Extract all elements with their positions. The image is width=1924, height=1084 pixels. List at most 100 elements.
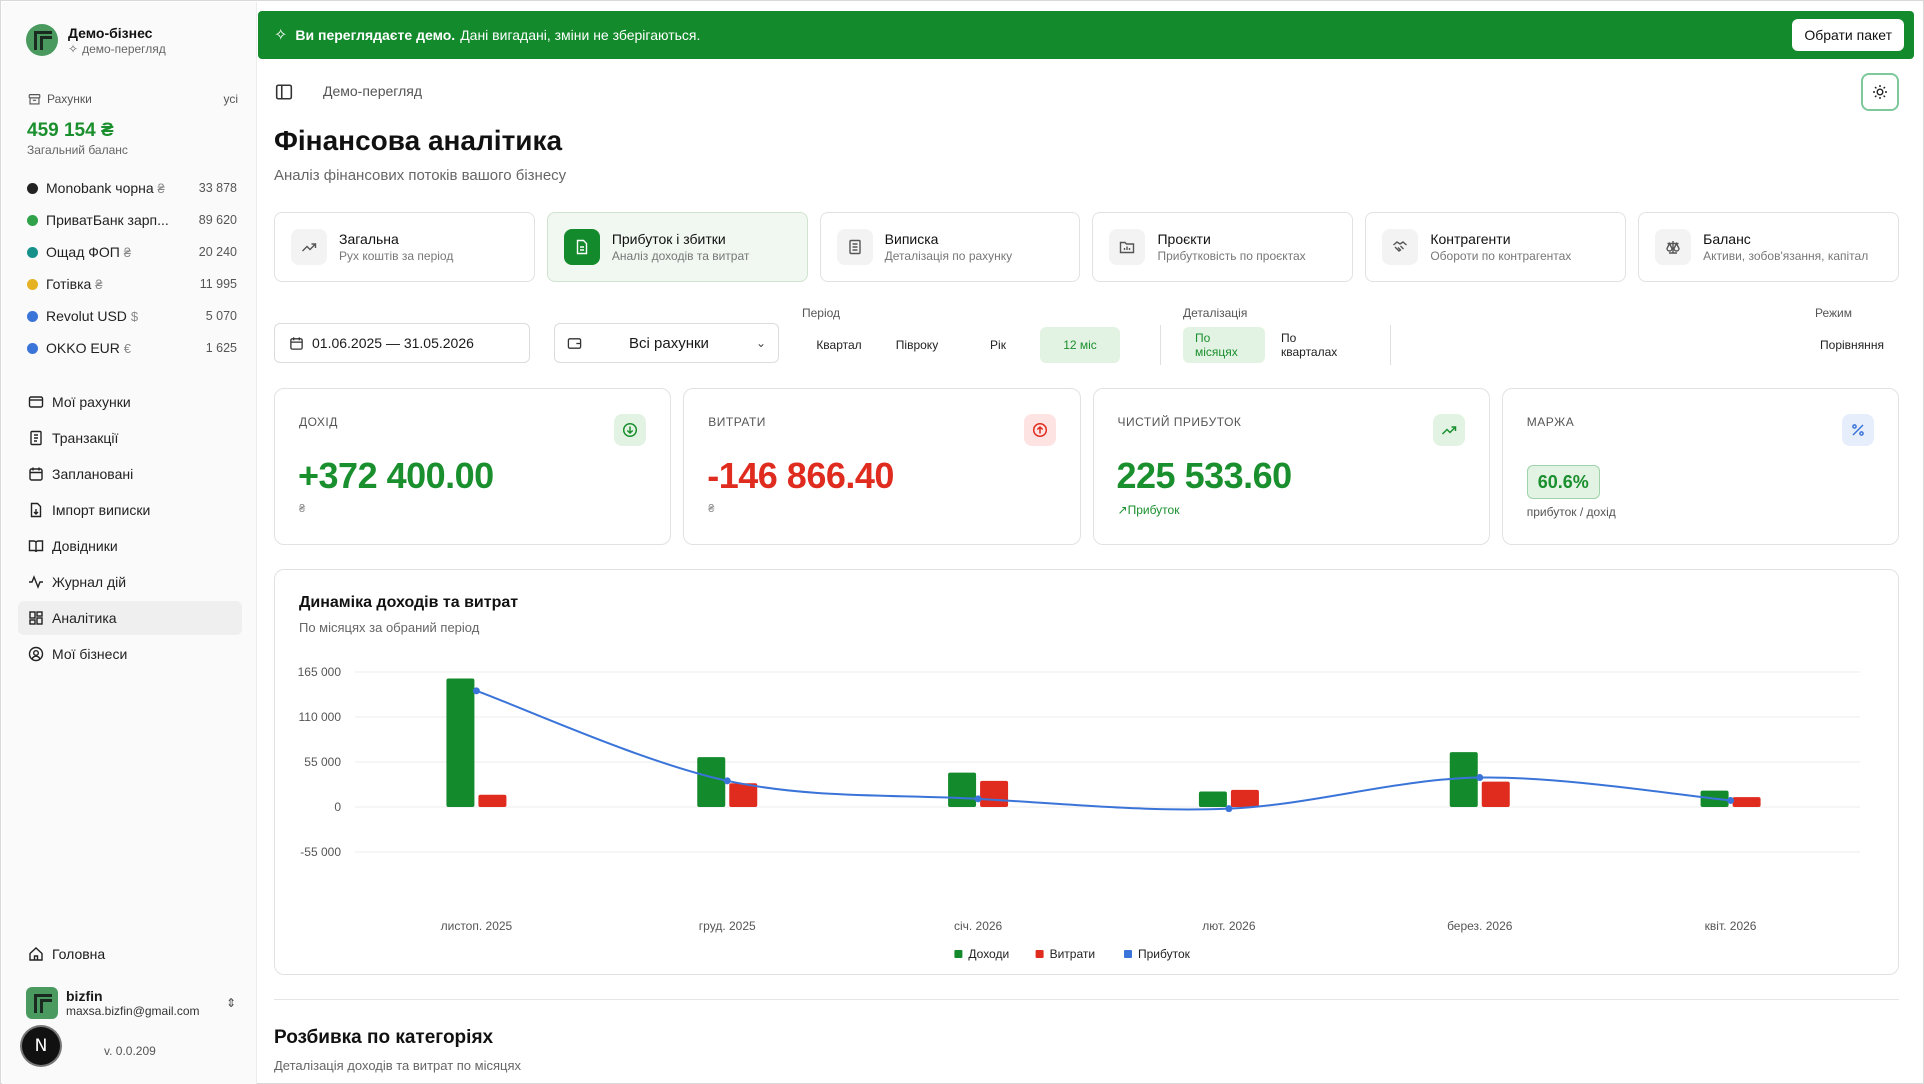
bar-Витрати xyxy=(1230,789,1259,807)
x-tick-label: квіт. 2026 xyxy=(1705,919,1757,933)
legend-swatch xyxy=(954,950,963,958)
business-switcher[interactable]: Демо-бізнес ✧ демо-перегляд xyxy=(26,24,166,56)
sparkle-icon: ✧ xyxy=(68,41,79,56)
dashboard-icon xyxy=(29,611,43,625)
user-menu[interactable]: bizfin maxsa.bizfin@gmail.com ⇕ xyxy=(26,987,236,1019)
account-dot xyxy=(27,310,38,322)
period-option-half-year[interactable]: Півроку xyxy=(895,338,939,352)
accounts-select-value: Всі рахунки xyxy=(629,334,709,352)
y-tick-label: 0 xyxy=(334,800,341,814)
bar-Доходи xyxy=(948,772,977,807)
list-icon xyxy=(836,229,873,265)
mode-label: Режим xyxy=(1815,306,1852,320)
account-item[interactable]: Monobank чорна ₴ 33 878 xyxy=(27,172,237,204)
business-logo xyxy=(26,24,58,56)
account-item[interactable]: Revolut USD $5 070 xyxy=(27,300,237,332)
accounts-header: Рахунки усі xyxy=(28,92,238,106)
section-divider xyxy=(274,999,1899,1000)
date-range-picker[interactable]: 01.06.2025 — 31.05.2026 xyxy=(274,323,530,363)
point-Прибуток xyxy=(1225,805,1233,813)
detail-option-quarterly[interactable]: По кварталах xyxy=(1281,331,1338,359)
nav-item-my-businesses[interactable]: Мої бізнеси xyxy=(18,637,242,671)
breakdown-subtitle: Деталізація доходів та витрат по місяцях xyxy=(274,1058,521,1073)
nav-item-home[interactable]: Головна xyxy=(28,946,105,962)
mode-segmented: Порівняння xyxy=(1808,327,1896,363)
legend-swatch xyxy=(1124,950,1132,958)
accounts-all-link[interactable]: усі xyxy=(223,92,238,106)
analytics-tabs: Загальна Рух коштів за період Прибуток і … xyxy=(274,212,1899,282)
account-item[interactable]: Готівка ₴ 11 995 xyxy=(27,268,237,300)
tab-statement[interactable]: Виписка Деталізація по рахунку xyxy=(819,212,1081,282)
mode-option-compare[interactable]: Порівняння xyxy=(1820,338,1884,352)
legend-swatch xyxy=(1035,950,1044,958)
detail-option-monthly[interactable]: По місяцях xyxy=(1183,327,1265,363)
wallet-icon xyxy=(28,396,44,408)
nav-item-import[interactable]: Імпорт виписки xyxy=(18,493,242,527)
total-balance-label: Загальний баланс xyxy=(27,143,128,157)
nav-item-scheduled[interactable]: Заплановані xyxy=(18,457,242,491)
x-tick-label: берез. 2026 xyxy=(1447,919,1513,933)
breadcrumb[interactable]: Демо-перегляд xyxy=(323,83,422,99)
nav-item-activity-log[interactable]: Журнал дій xyxy=(18,565,242,599)
account-dot xyxy=(27,182,38,194)
point-Прибуток xyxy=(1476,774,1484,782)
period-option-year[interactable]: Рік xyxy=(990,338,1006,352)
kpi-income: ДОХІД +372 400.00 ₴ xyxy=(274,388,672,545)
tab-profit-loss[interactable]: Прибуток і збитки Аналіз доходів та витра… xyxy=(546,212,808,282)
handshake-icon xyxy=(1382,229,1419,265)
accounts-select[interactable]: Всі рахунки ⌄ xyxy=(554,323,779,363)
tab-counterparties[interactable]: Контрагенти Обороти по контрагентах xyxy=(1365,212,1627,282)
x-tick-label: груд. 2025 xyxy=(699,919,756,933)
user-email: maxsa.bizfin@gmail.com xyxy=(66,1004,200,1018)
sidebar-toggle-icon[interactable] xyxy=(275,83,293,101)
point-Прибуток xyxy=(974,795,982,803)
activity-icon xyxy=(29,575,43,589)
kpi-expenses-value: -146 866.40 xyxy=(707,455,894,496)
chevron-up-down-icon: ⇕ xyxy=(225,996,236,1010)
nav-item-transactions[interactable]: Транзакції xyxy=(18,421,242,455)
calendar-icon xyxy=(290,336,303,350)
sidebar-nav: Мої рахунки Транзакції Заплановані Імпор… xyxy=(18,385,242,673)
period-option-quarter[interactable]: Квартал xyxy=(816,338,862,352)
business-name: Демо-бізнес xyxy=(68,24,153,41)
period-option-12-months[interactable]: 12 міс xyxy=(1040,327,1120,363)
demo-banner: ✧ Ви переглядаєте демо. Дані вигадані, з… xyxy=(258,11,1914,59)
book-icon xyxy=(28,540,44,553)
sun-icon xyxy=(1873,85,1887,99)
filter-divider xyxy=(1390,325,1391,365)
choose-plan-button[interactable]: Обрати пакет xyxy=(1792,19,1904,51)
nav-item-directories[interactable]: Довідники xyxy=(18,529,242,563)
trend-up-icon xyxy=(1432,414,1465,446)
nav-item-analytics[interactable]: Аналітика xyxy=(18,601,242,635)
legend-label: Доходи xyxy=(968,947,1009,961)
account-item[interactable]: Ощад ФОП ₴ 20 240 xyxy=(27,236,237,268)
tab-balance[interactable]: Баланс Активи, зобов'язання, капітал xyxy=(1638,212,1899,282)
app-version: v. 0.0.209 xyxy=(104,1044,156,1058)
filters-bar: 01.06.2025 — 31.05.2026 Всі рахунки ⌄ Пе… xyxy=(274,301,1899,371)
file-import-icon xyxy=(30,502,42,518)
receipt-icon xyxy=(30,430,42,446)
account-list: Monobank чорна ₴ 33 878 ПриватБанк зарп..… xyxy=(27,172,237,364)
tab-projects[interactable]: Проєкти Прибутковість по проєктах xyxy=(1092,212,1354,282)
account-item[interactable]: ПриватБанк зарп... 89 620 xyxy=(27,204,237,236)
bar-Витрати xyxy=(729,783,758,807)
tab-overview[interactable]: Загальна Рух коштів за період xyxy=(274,212,535,282)
chart-subtitle: По місяцях за обраний період xyxy=(299,620,480,635)
account-dot xyxy=(27,278,38,290)
y-tick-label: 110 000 xyxy=(299,710,342,724)
theme-toggle-button[interactable] xyxy=(1861,73,1899,111)
nav-item-accounts[interactable]: Мої рахунки xyxy=(18,385,242,419)
total-balance: 459 154 ₴ xyxy=(27,120,114,141)
income-expense-chart-card: Динаміка доходів та витрат По місяцях за… xyxy=(274,569,1899,975)
chart-title: Динаміка доходів та витрат xyxy=(299,594,519,611)
filter-divider xyxy=(1160,325,1161,365)
account-item[interactable]: OKKO EUR €1 625 xyxy=(27,332,237,364)
user-circle-icon xyxy=(28,646,44,662)
kpi-margin-value: 60.6% xyxy=(1526,465,1600,499)
bar-Витрати xyxy=(1481,781,1510,807)
period-label: Період xyxy=(802,306,841,320)
bar-Витрати xyxy=(980,780,1009,807)
y-tick-label: 165 000 xyxy=(298,665,342,679)
dev-badge[interactable]: N xyxy=(22,1027,60,1065)
